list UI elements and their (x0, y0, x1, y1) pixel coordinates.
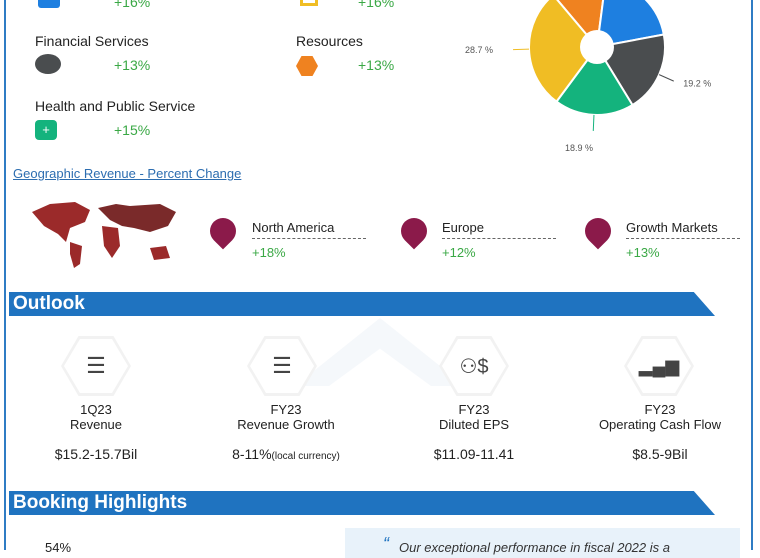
industry-change: +16% (114, 0, 150, 10)
divider (442, 238, 556, 239)
divider (252, 238, 366, 239)
outlook-metric: Revenue Growth (196, 417, 376, 432)
industry-change: +13% (358, 57, 394, 73)
outlook-note: (local currency) (272, 451, 340, 462)
piggy-bank-icon (35, 54, 61, 74)
outlook-period: FY23 (384, 402, 564, 417)
outlook-period: FY23 (196, 402, 376, 417)
industry-label: Resources (296, 33, 363, 49)
bar-chart-icon: ▂▄▆ (639, 356, 679, 377)
region-name: Growth Markets (626, 220, 718, 235)
booking-highlights-banner: Booking Highlights (9, 491, 715, 515)
coins-icon: ☰ (272, 353, 292, 379)
outlook-value: $8.5-9Bil (570, 446, 750, 462)
outlook-period: FY23 (570, 402, 750, 417)
industry-revenue-donut-chart: 19.2 % 18.9 % 28.7 % (420, 0, 750, 160)
region-change: +13% (626, 245, 660, 260)
region-name: Europe (442, 220, 484, 235)
coins-icon: ☰ (86, 353, 106, 379)
industry-change: +16% (358, 0, 394, 10)
outlook-banner: Outlook (9, 292, 715, 316)
ceo-quote: “ Our exceptional performance in fiscal 2… (345, 528, 740, 558)
pie-slice-label: 18.9 % (565, 143, 593, 153)
industry-label: Financial Services (35, 33, 149, 49)
outlook-value: $15.2-15.7Bil (6, 446, 186, 462)
geographic-revenue-link[interactable]: Geographic Revenue - Percent Change (13, 166, 241, 181)
outlook-value: 8-11% (232, 446, 271, 462)
megaphone-icon (38, 0, 60, 8)
quote-mark-icon: “ (383, 534, 389, 555)
world-map-icon (30, 198, 180, 270)
person-dollar-icon: ⚇$ (459, 354, 488, 379)
region-change: +18% (252, 245, 286, 260)
industry-change: +13% (114, 57, 150, 73)
quote-text: Our exceptional performance in fiscal 20… (399, 540, 670, 555)
industry-change: +15% (114, 122, 150, 138)
outlook-metric: Revenue (6, 417, 186, 432)
region-change: +12% (442, 245, 476, 260)
pie-leader-line (659, 75, 674, 82)
donut-hole (580, 30, 614, 64)
pie-slice-label: 19.2 % (683, 79, 711, 89)
outlook-period: 1Q23 (6, 402, 186, 417)
outlook-metric: Diluted EPS (384, 417, 564, 432)
pie-slice-label: 28.7 % (465, 45, 493, 55)
medical-kit-icon: + (35, 120, 57, 140)
industry-label: Health and Public Service (35, 98, 195, 114)
divider (626, 238, 740, 239)
booking-stat: 54% (45, 540, 71, 555)
outlook-metric: Operating Cash Flow (570, 417, 750, 432)
outlook-value: $11.09-11.41 (384, 446, 564, 462)
pie-leader-line (593, 115, 594, 131)
cart-icon (300, 0, 318, 6)
region-name: North America (252, 220, 334, 235)
outlook-value-group: 8-11%(local currency) (196, 446, 376, 462)
